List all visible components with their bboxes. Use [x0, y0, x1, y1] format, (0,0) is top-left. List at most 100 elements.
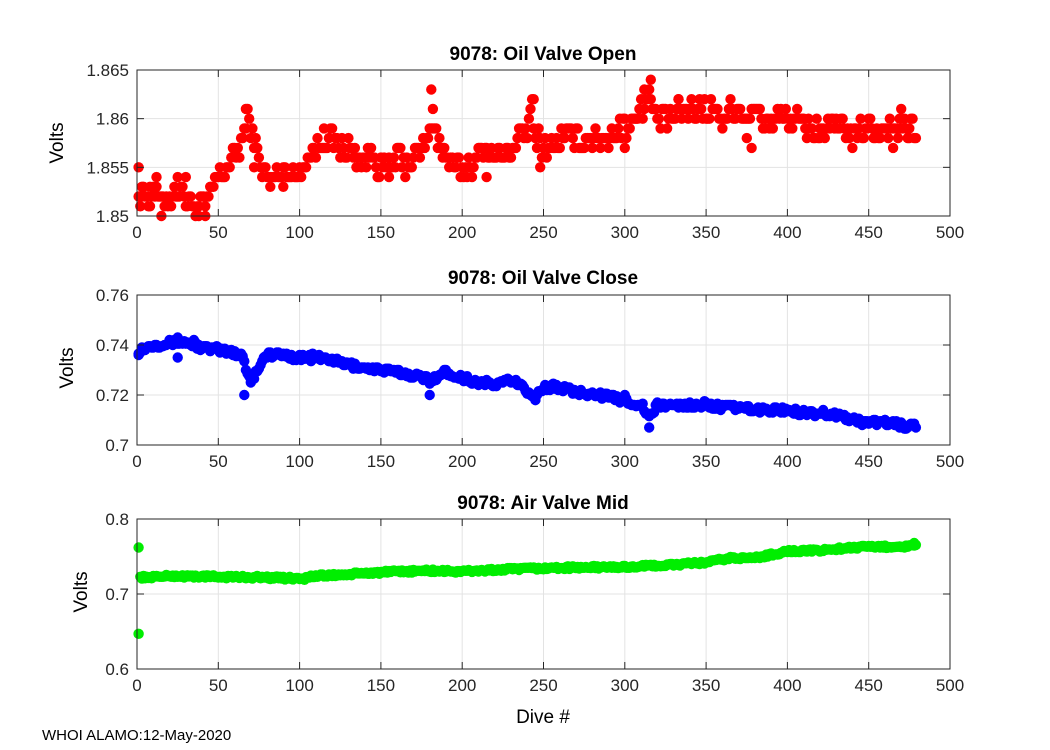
x-tick-label: 150 [367, 223, 395, 242]
data-point [427, 103, 439, 115]
y-tick-label: 0.7 [105, 585, 129, 604]
data-point [653, 113, 665, 124]
data-point [200, 201, 211, 212]
data-point [239, 356, 250, 367]
x-tick-label: 200 [448, 223, 476, 242]
data-point [717, 123, 728, 134]
data-point [406, 162, 417, 173]
data-point [310, 152, 322, 163]
y-tick-label: 0.6 [105, 660, 129, 679]
x-tick-label: 300 [611, 676, 639, 695]
data-point [234, 152, 245, 163]
data-point [343, 132, 354, 144]
x-axis-label: Dive # [516, 707, 570, 728]
data-point [172, 352, 183, 363]
y-tick-label: 1.855 [86, 158, 129, 177]
data-point [180, 171, 191, 183]
y-tick-label: 1.86 [96, 110, 129, 129]
data-point [744, 113, 756, 124]
data-point [673, 94, 684, 105]
data-point [704, 113, 715, 124]
x-tick-label: 50 [209, 223, 228, 242]
data-point [248, 162, 260, 173]
data-point [661, 123, 673, 134]
data-point [803, 113, 814, 124]
data-point [247, 123, 258, 134]
data-point [252, 142, 263, 154]
data-point [208, 181, 219, 192]
data-point [787, 123, 798, 134]
x-tick-label: 150 [367, 452, 395, 471]
data-point [567, 132, 578, 144]
data-point [725, 94, 736, 105]
data-point [240, 103, 252, 115]
data-point [172, 332, 183, 343]
x-tick-label: 450 [855, 676, 883, 695]
data-point [806, 123, 817, 134]
data-point [510, 142, 522, 154]
x-tick-label: 250 [529, 452, 557, 471]
data-point [637, 113, 648, 124]
data-point [351, 162, 362, 173]
data-point [645, 74, 656, 85]
x-tick-label: 350 [692, 452, 720, 471]
data-point [686, 94, 697, 105]
data-point [855, 113, 866, 124]
x-tick-label: 350 [692, 223, 720, 242]
data-point [621, 132, 632, 144]
data-point [712, 103, 723, 115]
data-point [135, 201, 146, 212]
x-tick-label: 50 [209, 676, 228, 695]
data-point [639, 84, 650, 95]
data-point [910, 422, 922, 433]
data-point [587, 142, 598, 154]
y-tick-label: 0.8 [105, 510, 129, 529]
data-point [874, 132, 886, 144]
data-point [139, 573, 151, 584]
x-tick-label: 500 [936, 676, 964, 695]
x-tick-label: 350 [692, 676, 720, 695]
data-point [603, 142, 614, 154]
x-tick-label: 150 [367, 676, 395, 695]
data-point [896, 103, 907, 115]
y-tick-label: 0.74 [96, 336, 129, 355]
data-point [299, 574, 310, 585]
x-tick-label: 300 [611, 452, 639, 471]
data-point [909, 537, 920, 549]
data-point [237, 132, 248, 144]
data-point [520, 123, 531, 134]
data-point [388, 152, 400, 163]
data-point [528, 94, 539, 105]
data-point [572, 123, 583, 134]
x-tick-label: 100 [285, 223, 313, 242]
plot-air-valve-mid: 9078: Air Valve Mid Volts Dive # 0 50 100 1… [71, 493, 964, 728]
y-tick-label: 0.7 [105, 436, 129, 455]
data-point [419, 142, 430, 154]
data-point [265, 181, 276, 192]
x-tick-label: 300 [611, 223, 639, 242]
data-point [426, 84, 437, 95]
data-point [279, 162, 291, 173]
data-point [133, 542, 144, 553]
data-point [639, 103, 650, 115]
footer-credit: WHOI ALAMO:12-May-2020 [42, 727, 232, 744]
data-point [644, 422, 655, 433]
data-point [318, 123, 330, 134]
data-point [754, 103, 765, 115]
data-point [431, 123, 442, 134]
data-point [245, 377, 256, 388]
data-point [814, 132, 826, 144]
data-point [361, 162, 372, 173]
x-tick-label: 400 [773, 676, 801, 695]
data-point [278, 181, 289, 192]
y-tick-label: 1.865 [86, 61, 129, 80]
x-tick-label: 200 [448, 452, 476, 471]
data-point [424, 389, 435, 401]
data-point [374, 171, 385, 183]
x-tick-label: 200 [448, 676, 476, 695]
data-series [133, 332, 922, 434]
data-point [579, 142, 590, 154]
data-point [239, 389, 250, 401]
data-point [530, 394, 541, 406]
data-point [185, 191, 196, 202]
